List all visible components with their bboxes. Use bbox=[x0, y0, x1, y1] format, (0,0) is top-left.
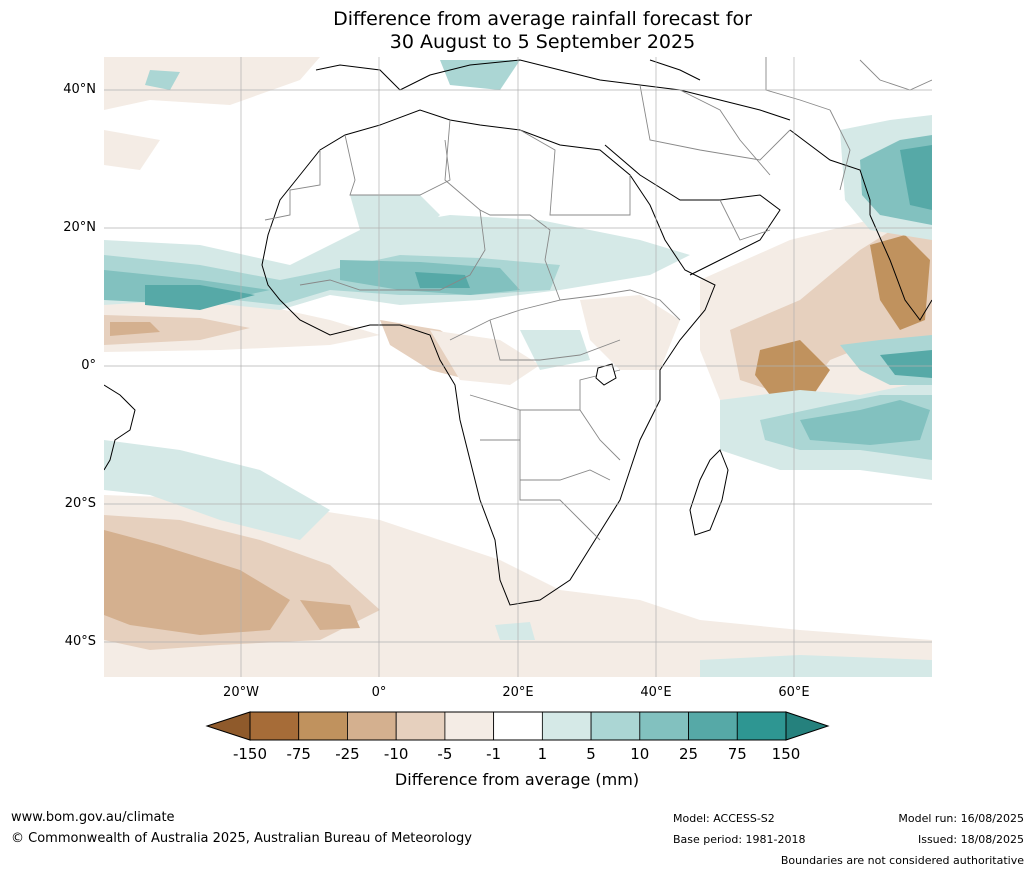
colorbar-tick-label: 10 bbox=[630, 745, 650, 763]
footer-issued: Issued: 18/08/2025 bbox=[917, 833, 1024, 846]
colorbar-label: Difference from average (mm) bbox=[394, 770, 640, 789]
title-line-1: Difference from average rainfall forecas… bbox=[333, 8, 752, 30]
colorbar-segment bbox=[590, 711, 641, 741]
colorbar-tick-label: 5 bbox=[586, 745, 596, 763]
coastlines bbox=[104, 59, 932, 606]
colorbar-segment bbox=[298, 711, 348, 741]
colorbar-segment bbox=[736, 711, 787, 741]
lon-label-20e: 20°E bbox=[502, 685, 534, 700]
colorbar-tick-label: 150 bbox=[771, 745, 801, 763]
footer-model-run: Model run: 16/08/2025 bbox=[898, 812, 1024, 825]
colorbar-tick-label: -10 bbox=[383, 745, 409, 763]
lon-label-60e: 60°E bbox=[778, 685, 810, 700]
footer-copyright: © Commonwealth of Australia 2025, Austra… bbox=[11, 831, 472, 846]
colorbar-tick-label: -25 bbox=[335, 745, 360, 763]
lon-label-0: 0° bbox=[371, 685, 387, 700]
colorbar-segment bbox=[639, 711, 689, 741]
title-line-2: 30 August to 5 September 2025 bbox=[389, 31, 696, 53]
colorbar-tick-label: 25 bbox=[678, 745, 699, 763]
lat-label-40n: 40°N bbox=[63, 82, 96, 97]
colorbar-tick-label: -75 bbox=[286, 745, 311, 763]
lat-label-40s: 40°S bbox=[64, 634, 96, 649]
colorbar-segment bbox=[444, 711, 495, 741]
footer-disclaimer: Boundaries are not considered authoritat… bbox=[780, 854, 1024, 867]
lat-label-20s: 20°S bbox=[64, 496, 96, 511]
footer-url[interactable]: www.bom.gov.au/climate bbox=[11, 810, 175, 825]
colorbar-over-arrow bbox=[785, 711, 830, 741]
footer-model: Model: ACCESS-S2 bbox=[673, 812, 775, 825]
colorbar-segment bbox=[347, 711, 397, 741]
colorbar-tick-label: -1 bbox=[486, 745, 502, 763]
colorbar-tick-label: 75 bbox=[727, 745, 747, 763]
colorbar-tick-label: 1 bbox=[537, 745, 548, 763]
gridlines bbox=[104, 57, 932, 677]
colorbar-tick-label: -150 bbox=[232, 745, 268, 763]
country-borders bbox=[264, 57, 932, 541]
lon-label-20w: 20°W bbox=[223, 685, 259, 700]
lake-victoria bbox=[595, 363, 617, 386]
colorbar-tick-label: -5 bbox=[437, 745, 453, 763]
lat-label-0: 0° bbox=[81, 358, 96, 373]
lat-label-20n: 20°N bbox=[63, 220, 96, 235]
colorbar-segment bbox=[493, 711, 543, 741]
map-plot-area bbox=[104, 57, 932, 677]
footer-base-period: Base period: 1981-2018 bbox=[673, 833, 806, 846]
map-title: Difference from average rainfall forecas… bbox=[0, 8, 1035, 54]
colorbar-under-arrow bbox=[205, 711, 251, 741]
colorbar-segment bbox=[249, 711, 300, 741]
colorbar-segment bbox=[541, 711, 592, 741]
colorbar-segment bbox=[688, 711, 738, 741]
lon-label-40e: 40°E bbox=[640, 685, 672, 700]
colorbar-segment bbox=[395, 711, 446, 741]
colorbar bbox=[205, 711, 830, 741]
